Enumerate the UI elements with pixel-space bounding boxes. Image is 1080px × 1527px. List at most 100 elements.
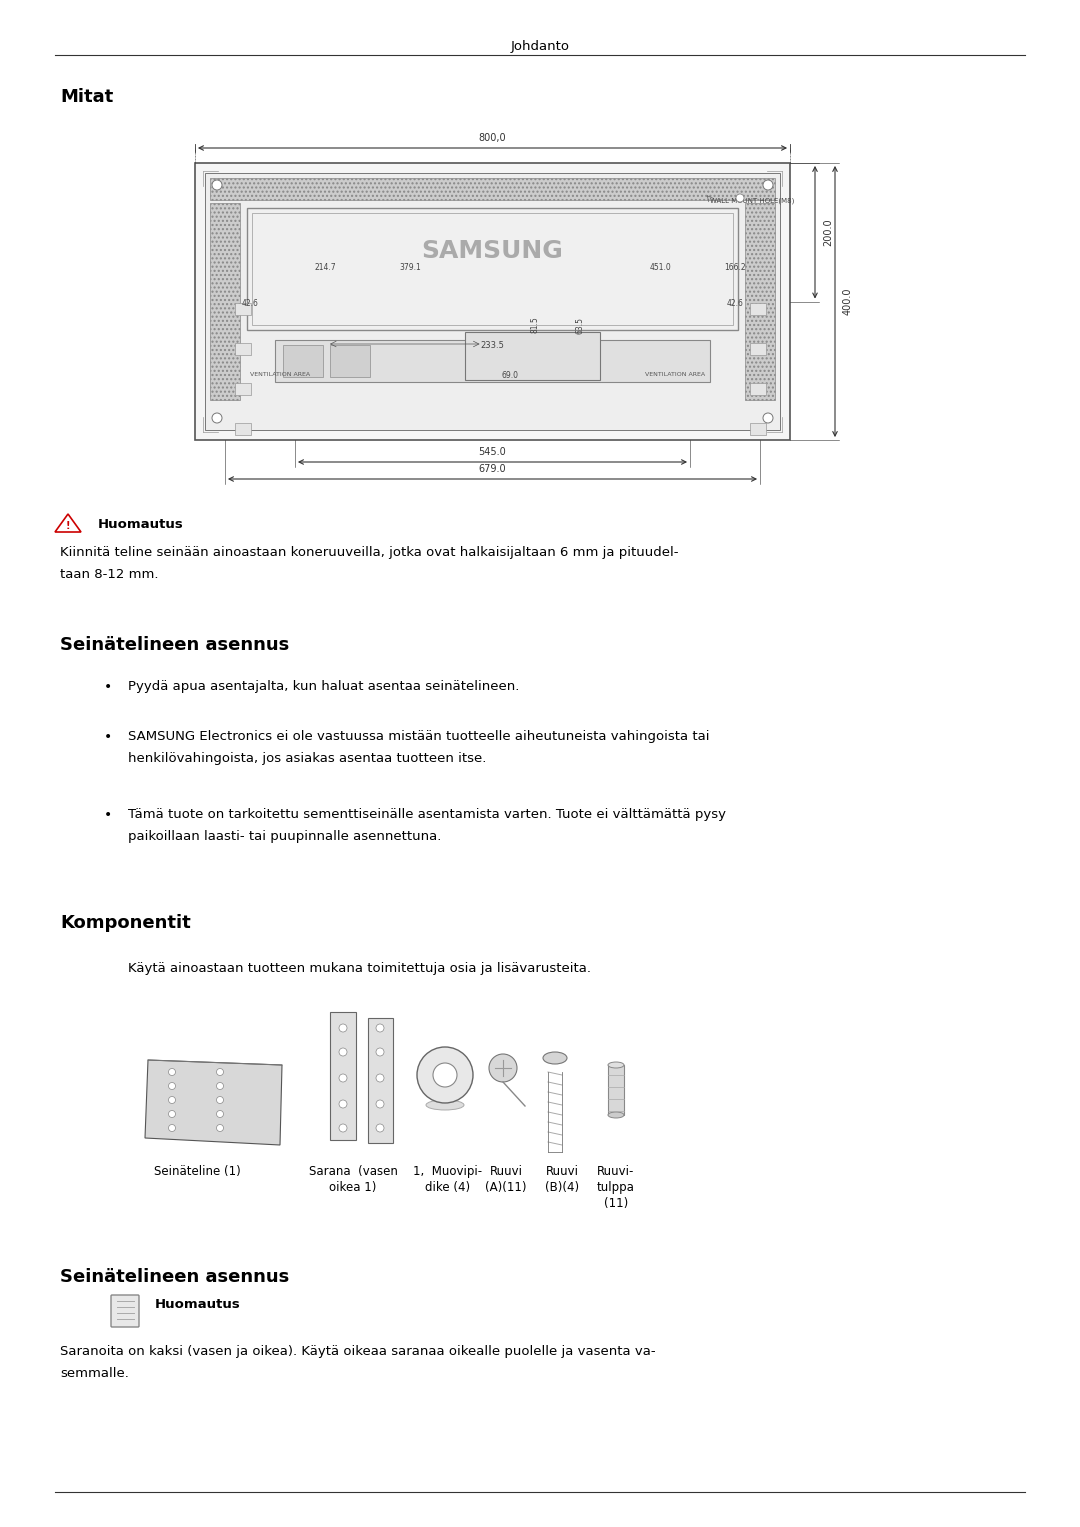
Circle shape bbox=[339, 1124, 347, 1132]
Text: Seinäteline (1): Seinäteline (1) bbox=[153, 1165, 241, 1177]
Text: 1,  Muovipi-: 1, Muovipi- bbox=[414, 1165, 483, 1177]
Circle shape bbox=[376, 1099, 384, 1109]
Bar bbox=[750, 344, 766, 354]
Bar bbox=[235, 423, 251, 435]
Text: 233.5: 233.5 bbox=[481, 341, 504, 350]
Text: Saranoita on kaksi (vasen ja oikea). Käytä oikeaa saranaa oikealle puolelle ja v: Saranoita on kaksi (vasen ja oikea). Käy… bbox=[60, 1345, 656, 1358]
Text: oikea 1): oikea 1) bbox=[329, 1180, 377, 1194]
Text: 800,0: 800,0 bbox=[478, 133, 507, 144]
Circle shape bbox=[212, 180, 222, 189]
Text: 81.5: 81.5 bbox=[530, 316, 540, 333]
Bar bbox=[608, 1064, 624, 1115]
Bar bbox=[330, 345, 370, 377]
Text: SAMSUNG Electronics ei ole vastuussa mistään tuotteelle aiheutuneista vahingoist: SAMSUNG Electronics ei ole vastuussa mis… bbox=[129, 730, 710, 744]
Circle shape bbox=[168, 1069, 175, 1075]
Circle shape bbox=[168, 1096, 175, 1104]
Circle shape bbox=[168, 1083, 175, 1089]
Bar bbox=[235, 302, 251, 315]
Text: Käytä ainoastaan tuotteen mukana toimitettuja osia ja lisävarusteita.: Käytä ainoastaan tuotteen mukana toimite… bbox=[129, 962, 591, 976]
Bar bbox=[368, 1019, 393, 1144]
Text: 42.6: 42.6 bbox=[242, 298, 258, 307]
Circle shape bbox=[489, 1054, 517, 1083]
Text: 166.2: 166.2 bbox=[725, 264, 746, 272]
Circle shape bbox=[762, 180, 773, 189]
Text: henkilövahingoista, jos asiakas asentaa tuotteen itse.: henkilövahingoista, jos asiakas asentaa … bbox=[129, 751, 486, 765]
Text: SAMSUNG: SAMSUNG bbox=[421, 240, 564, 263]
Text: •: • bbox=[104, 680, 112, 693]
Text: paikoillaan laasti- tai puupinnalle asennettuna.: paikoillaan laasti- tai puupinnalle asen… bbox=[129, 831, 442, 843]
Text: (A)(11): (A)(11) bbox=[485, 1180, 527, 1194]
Text: Ruuvi-: Ruuvi- bbox=[597, 1165, 635, 1177]
Text: 63.5: 63.5 bbox=[576, 316, 584, 333]
Circle shape bbox=[762, 412, 773, 423]
Bar bbox=[247, 208, 738, 330]
Bar bbox=[210, 203, 240, 400]
Text: 400.0: 400.0 bbox=[843, 287, 853, 315]
Text: 679.0: 679.0 bbox=[478, 464, 507, 473]
Bar bbox=[275, 341, 710, 382]
Circle shape bbox=[168, 1110, 175, 1118]
Bar bbox=[210, 179, 775, 200]
Text: dike (4): dike (4) bbox=[426, 1180, 471, 1194]
Circle shape bbox=[339, 1025, 347, 1032]
Bar bbox=[750, 383, 766, 395]
Text: Mitat: Mitat bbox=[60, 89, 113, 105]
Bar bbox=[330, 1012, 356, 1141]
Text: Tämä tuote on tarkoitettu sementtiseinälle asentamista varten. Tuote ei välttämä: Tämä tuote on tarkoitettu sementtiseinäl… bbox=[129, 808, 726, 822]
Polygon shape bbox=[55, 515, 81, 531]
Circle shape bbox=[216, 1096, 224, 1104]
Text: WALL MOUNT HOLE(M8): WALL MOUNT HOLE(M8) bbox=[710, 199, 795, 205]
Ellipse shape bbox=[426, 1099, 464, 1110]
Bar bbox=[745, 203, 775, 400]
Circle shape bbox=[735, 194, 744, 202]
Bar bbox=[750, 302, 766, 315]
Text: VENTILATION AREA: VENTILATION AREA bbox=[645, 373, 705, 377]
Text: Huomautus: Huomautus bbox=[156, 1298, 241, 1312]
Circle shape bbox=[216, 1124, 224, 1132]
Bar bbox=[252, 212, 733, 325]
Text: Ruuvi: Ruuvi bbox=[489, 1165, 523, 1177]
Circle shape bbox=[339, 1048, 347, 1057]
Bar bbox=[283, 345, 323, 377]
Polygon shape bbox=[145, 1060, 282, 1145]
Circle shape bbox=[216, 1110, 224, 1118]
Bar bbox=[465, 331, 600, 380]
Bar bbox=[750, 423, 766, 435]
Circle shape bbox=[417, 1048, 473, 1102]
Circle shape bbox=[339, 1073, 347, 1083]
Text: Sarana  (vasen: Sarana (vasen bbox=[309, 1165, 397, 1177]
Ellipse shape bbox=[543, 1052, 567, 1064]
Text: Komponentit: Komponentit bbox=[60, 915, 191, 931]
Circle shape bbox=[339, 1099, 347, 1109]
Text: Huomautus: Huomautus bbox=[98, 518, 184, 531]
Text: !: ! bbox=[66, 521, 70, 531]
Circle shape bbox=[433, 1063, 457, 1087]
Text: 214.7: 214.7 bbox=[314, 264, 336, 272]
Text: semmalle.: semmalle. bbox=[60, 1367, 129, 1380]
Text: 200.0: 200.0 bbox=[823, 218, 833, 246]
Circle shape bbox=[216, 1069, 224, 1075]
Text: 545.0: 545.0 bbox=[478, 447, 507, 457]
Circle shape bbox=[376, 1048, 384, 1057]
Text: •: • bbox=[104, 730, 112, 744]
Circle shape bbox=[168, 1124, 175, 1132]
Text: Kiinnitä teline seinään ainoastaan koneruuveilla, jotka ovat halkaisijaltaan 6 m: Kiinnitä teline seinään ainoastaan koner… bbox=[60, 547, 678, 559]
Circle shape bbox=[212, 412, 222, 423]
Text: Ruuvi: Ruuvi bbox=[545, 1165, 579, 1177]
Text: tulppa: tulppa bbox=[597, 1180, 635, 1194]
Ellipse shape bbox=[608, 1061, 624, 1067]
FancyBboxPatch shape bbox=[111, 1295, 139, 1327]
Bar bbox=[235, 344, 251, 354]
Text: taan 8-12 mm.: taan 8-12 mm. bbox=[60, 568, 159, 580]
Circle shape bbox=[216, 1083, 224, 1089]
Text: Johdanto: Johdanto bbox=[511, 40, 569, 53]
Text: 69.0: 69.0 bbox=[501, 371, 518, 380]
Bar bbox=[195, 163, 789, 440]
Text: •: • bbox=[104, 808, 112, 822]
Text: VENTILATION AREA: VENTILATION AREA bbox=[249, 373, 310, 377]
Circle shape bbox=[376, 1124, 384, 1132]
Ellipse shape bbox=[608, 1112, 624, 1118]
Circle shape bbox=[376, 1073, 384, 1083]
Text: Pyydä apua asentajalta, kun haluat asentaa seinätelineen.: Pyydä apua asentajalta, kun haluat asent… bbox=[129, 680, 519, 693]
Circle shape bbox=[376, 1025, 384, 1032]
